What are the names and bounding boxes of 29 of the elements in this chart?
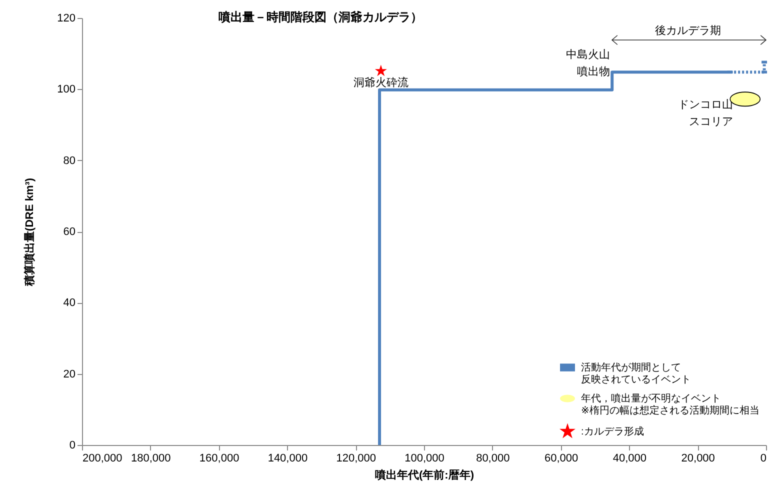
annotation: 後カルデラ期 (655, 25, 721, 37)
y-tick-label: 40 (63, 297, 76, 310)
y-tick-label: 120 (57, 12, 76, 24)
chart-title: 噴出量－時間階段図（洞爺カルデラ） (218, 10, 423, 24)
annotation: ドンコロ山スコリア (678, 98, 733, 128)
legend-label: :カルデラ形成 (581, 426, 644, 438)
annotation: 中島火山噴出物 (566, 48, 610, 78)
x-tick-label: 60,000 (544, 452, 578, 464)
x-tick-label: 40,000 (612, 452, 647, 464)
x-tick-label: 120,000 (336, 452, 376, 464)
x-axis-title: 噴出年代(年前:暦年) (375, 468, 474, 482)
x-tick-label: 20,000 (681, 452, 715, 464)
x-tick-label: 180,000 (131, 452, 171, 464)
y-tick-label: 0 (69, 440, 76, 452)
legend-label: 活動年代が期間として反映されているイベント (581, 362, 691, 386)
y-tick-label: 100 (57, 84, 76, 96)
x-tick-label: 100,000 (404, 452, 444, 464)
annotation: 洞爺火砕流 (354, 76, 408, 89)
y-tick-label: 20 (63, 368, 76, 380)
point (374, 64, 387, 76)
y-tick-label: 60 (63, 226, 76, 238)
x-tick-label: 200,000 (82, 452, 122, 464)
x-tick-label: 80,000 (476, 452, 510, 464)
x-tick-label: 140,000 (268, 452, 308, 464)
legend-label: 年代，噴出量が不明なイベント※楕円の幅は想定される活動期間に相当 (581, 392, 760, 416)
x-tick-label: 0 (760, 452, 766, 464)
y-tick-label: 80 (63, 154, 76, 167)
x-tick-label: 160,000 (199, 452, 240, 464)
y-axis-title: 積算噴出量(DRE km³) (23, 178, 36, 288)
